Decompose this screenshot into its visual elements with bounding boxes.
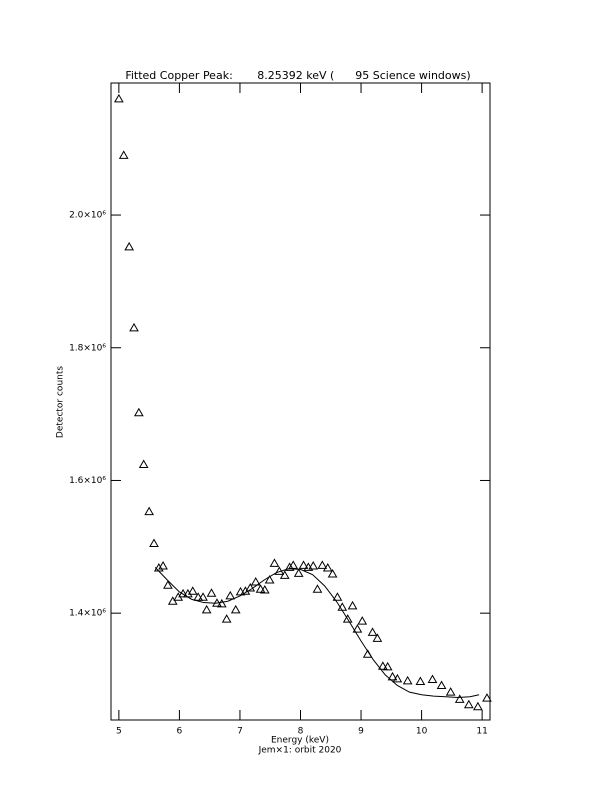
x-axis-label: Energy (keV) [271, 736, 329, 746]
data-point [454, 694, 465, 703]
data-point [221, 614, 232, 623]
data-point [427, 674, 438, 684]
x-tick-label: 5 [116, 727, 122, 737]
data-point [201, 604, 212, 614]
data-point [372, 633, 383, 642]
plot-frame [110, 82, 491, 721]
data-point [187, 586, 198, 595]
data-point [308, 561, 319, 570]
data-point [133, 407, 144, 417]
data-point [347, 600, 358, 610]
data-point [269, 558, 280, 567]
data-point [445, 687, 456, 696]
data-point [163, 580, 173, 589]
y-axis-label: Detector counts [56, 366, 66, 438]
data-point [288, 560, 299, 569]
data-point [129, 322, 139, 332]
data-point [149, 538, 159, 547]
data-point [198, 592, 208, 601]
data-point [279, 570, 290, 579]
data-point [317, 560, 328, 569]
data-point [482, 693, 492, 702]
data-point [259, 584, 270, 594]
data-point [245, 582, 256, 592]
data-point [436, 680, 447, 689]
fit-line [154, 567, 480, 698]
data-point [463, 699, 474, 709]
chart-title: Fitted Copper Peak: 8.25392 keV ( 95 Sci… [125, 69, 470, 82]
data-point [298, 560, 309, 569]
data-point [193, 592, 204, 601]
data-point [357, 616, 368, 625]
x-tick-label: 7 [237, 727, 243, 737]
data-point [158, 561, 168, 570]
x-tick-label: 9 [358, 727, 364, 737]
y-tick-label: 1.4×10⁶ [69, 609, 106, 619]
data-point [225, 590, 236, 600]
data-point [327, 569, 338, 578]
data-point [124, 241, 135, 251]
data-point [322, 563, 333, 572]
data-point [206, 588, 217, 597]
data-point [387, 671, 398, 681]
data-point [332, 592, 343, 601]
data-point [367, 627, 378, 636]
subtitle: Jem×1: orbit 2020 [258, 746, 342, 756]
data-point [402, 675, 413, 685]
data-point [284, 562, 295, 571]
data-point [415, 676, 426, 686]
x-tick-label: 11 [476, 727, 487, 737]
data-point [293, 568, 304, 577]
x-tick-label: 10 [416, 727, 428, 737]
data-point [473, 701, 483, 711]
y-tick-label: 2.0×10⁶ [69, 211, 106, 221]
x-tick-label: 6 [177, 727, 183, 737]
data-point [144, 506, 155, 516]
data-point [114, 93, 124, 103]
data-point [264, 574, 275, 584]
data-point [230, 604, 241, 614]
data-point [382, 661, 393, 671]
data-point [312, 584, 323, 593]
data-point [250, 576, 261, 586]
data-point [216, 598, 227, 608]
data-point [392, 673, 403, 683]
data-point [138, 459, 149, 469]
data-point [352, 624, 363, 633]
data-point [377, 661, 388, 670]
data-point [255, 584, 266, 593]
x-tick-label: 8 [298, 727, 304, 737]
data-point [118, 150, 129, 159]
y-tick-label: 1.6×10⁶ [69, 476, 106, 486]
y-tick-label: 1.8×10⁶ [69, 343, 106, 353]
data-point [342, 614, 353, 623]
